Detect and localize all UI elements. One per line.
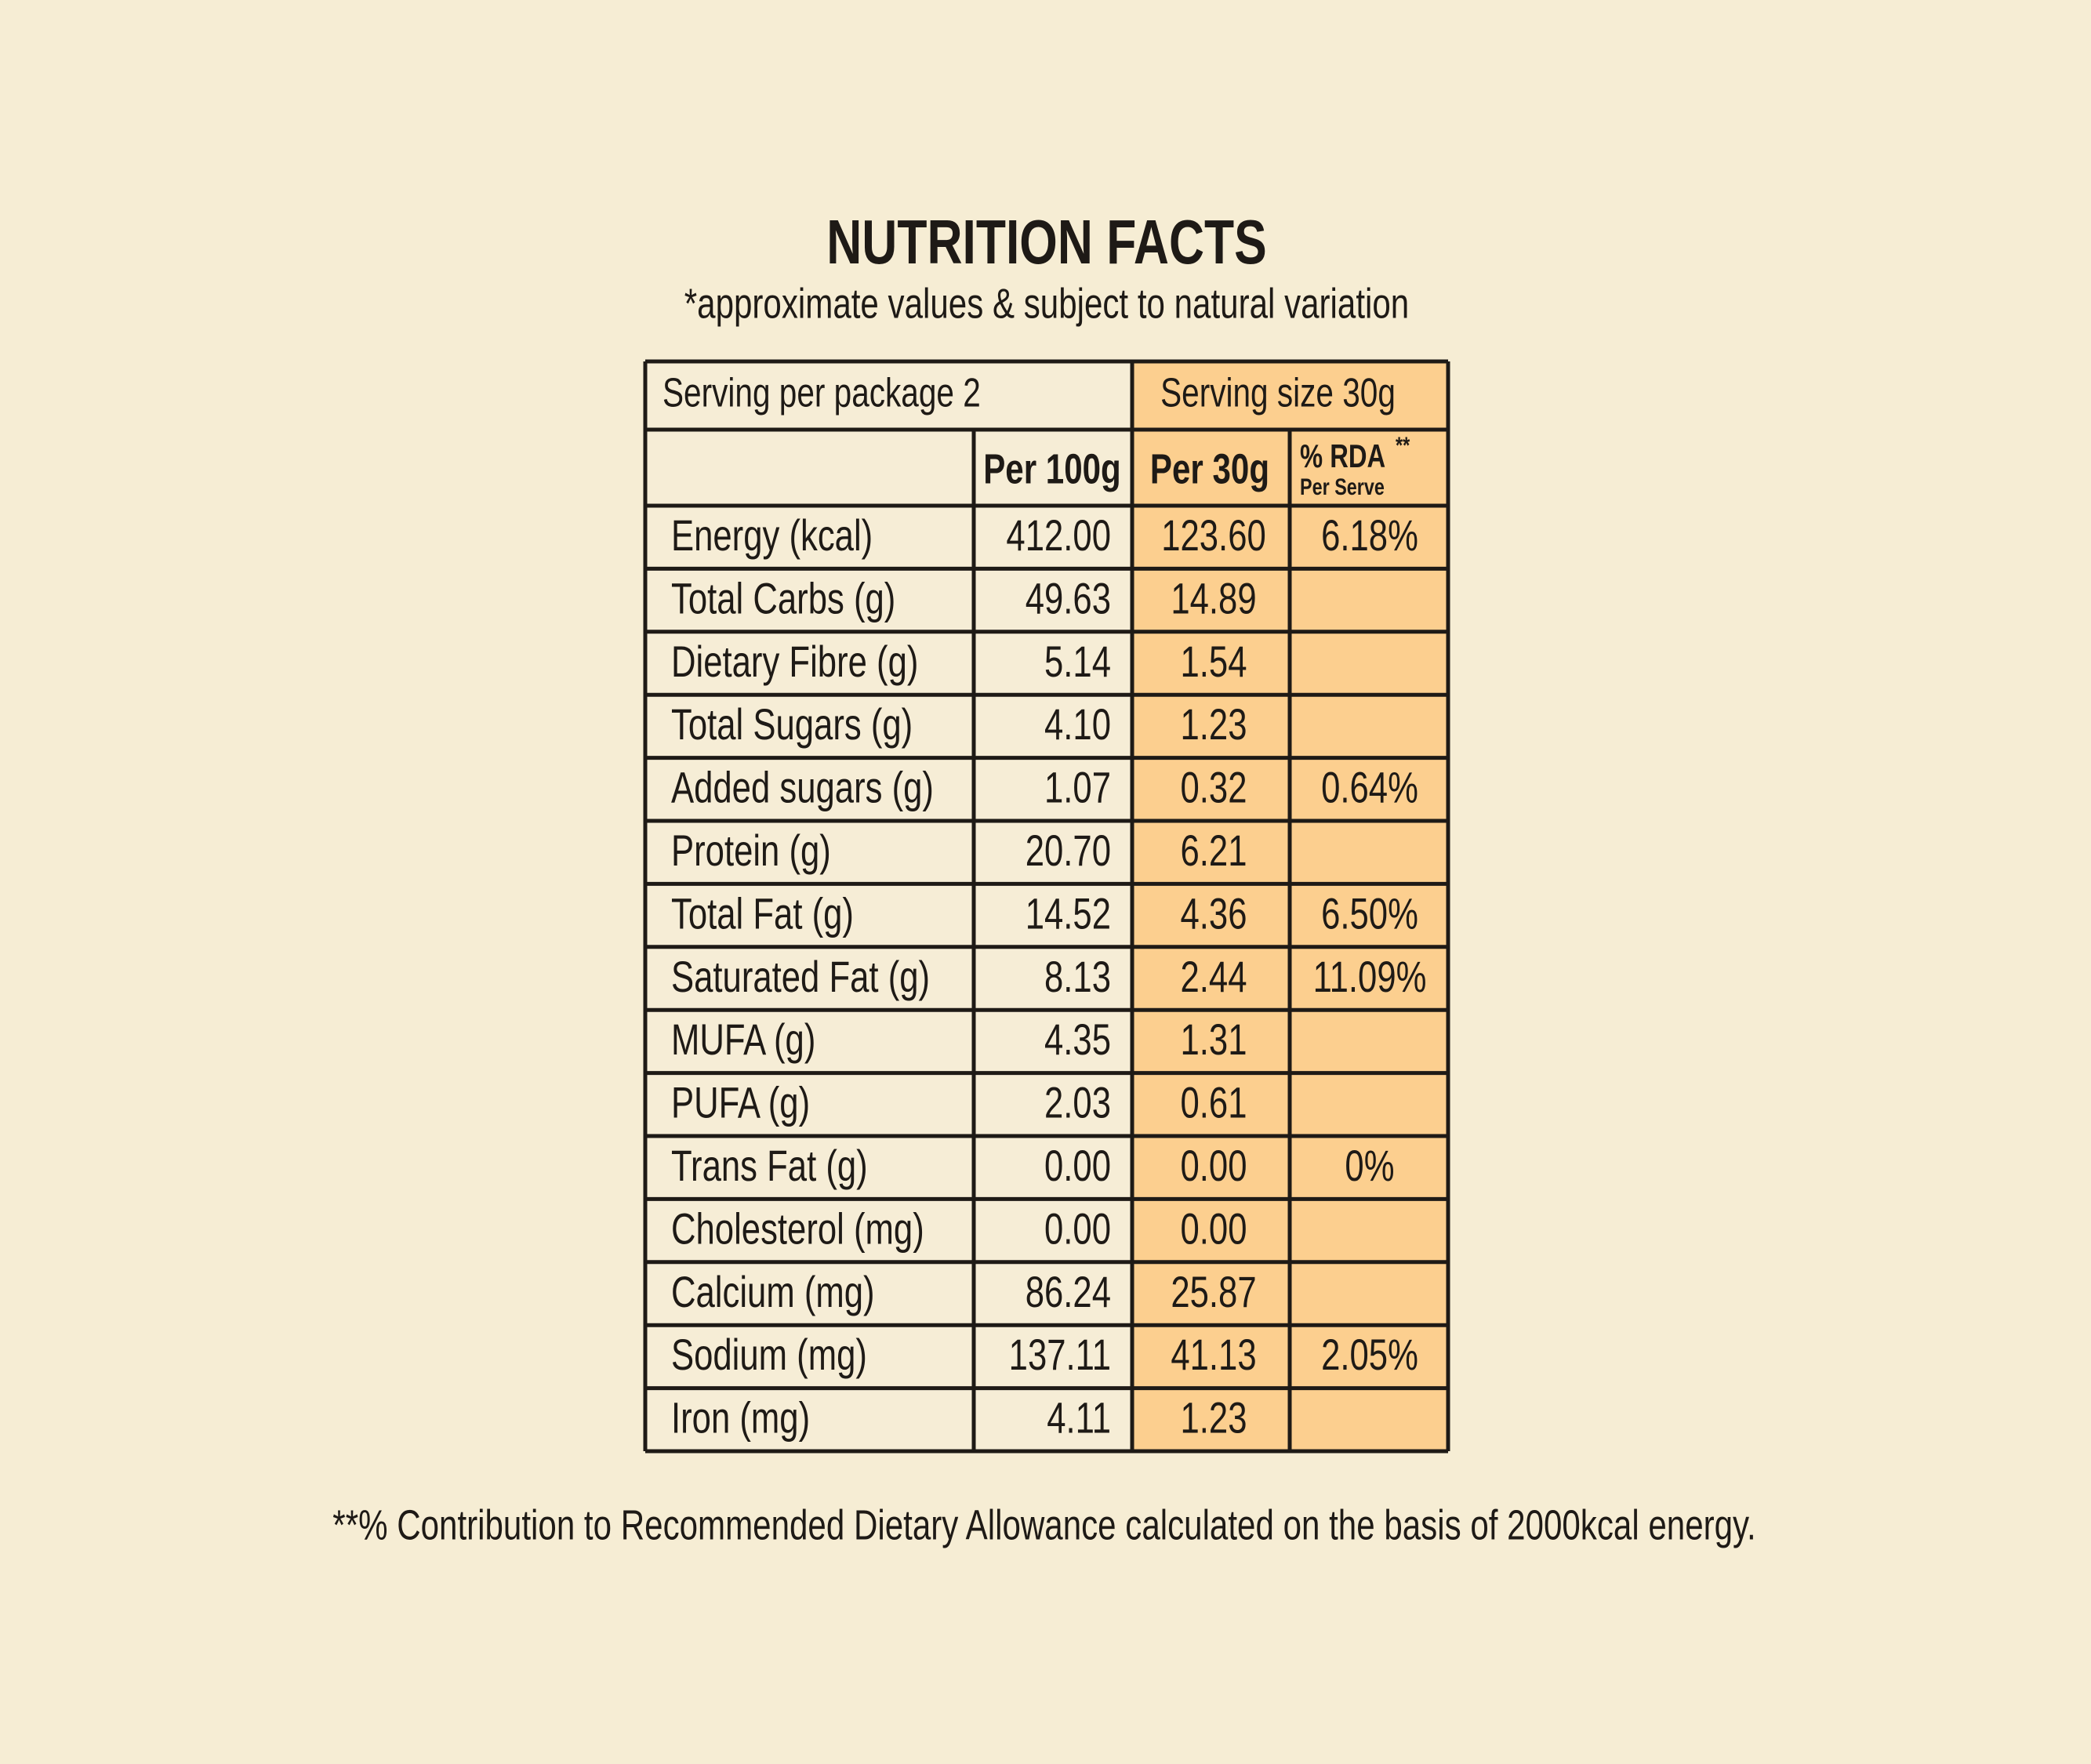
per-30g-value: 0.00 xyxy=(1181,1142,1247,1190)
rda-value: 0% xyxy=(1345,1142,1394,1190)
subtitle: *approximate values & subject to natural… xyxy=(684,280,1409,327)
rda-value: 6.18% xyxy=(1321,511,1418,560)
per-30g-value: 0.32 xyxy=(1181,763,1247,811)
serving-size: Serving size 30g xyxy=(1160,370,1396,416)
per-100g-value: 5.14 xyxy=(1044,637,1111,686)
per-30g-value: 4.36 xyxy=(1181,889,1247,938)
nutrient-name: Total Carbs (g) xyxy=(671,574,895,622)
column-header: Per 100g xyxy=(983,445,1121,492)
per-100g-value: 412.00 xyxy=(1006,511,1111,560)
nutrient-name: Iron (mg) xyxy=(671,1393,810,1442)
per-100g-value: 2.03 xyxy=(1044,1078,1111,1127)
per-100g-value: 20.70 xyxy=(1026,826,1111,875)
per-100g-value: 137.11 xyxy=(1009,1330,1111,1379)
nutrient-name: Total Sugars (g) xyxy=(671,700,913,749)
per-30g-value: 41.13 xyxy=(1171,1330,1256,1379)
per-30g-value: 1.54 xyxy=(1181,637,1247,686)
per-30g-value: 2.44 xyxy=(1181,953,1247,1001)
nutrient-name: Dietary Fibre (g) xyxy=(671,637,918,686)
per-100g-value: 4.11 xyxy=(1047,1393,1111,1442)
per-100g-value: 49.63 xyxy=(1026,574,1111,622)
nutrient-name: Calcium (mg) xyxy=(671,1268,875,1316)
per-100g-value: 4.10 xyxy=(1044,700,1111,749)
nutrient-name: Sodium (mg) xyxy=(671,1330,867,1379)
column-header-marker: ** xyxy=(1396,432,1410,458)
per-30g-value: 1.23 xyxy=(1181,1393,1247,1442)
footnote: **% Contribution to Recommended Dietary … xyxy=(332,1501,1755,1548)
rda-value: 2.05% xyxy=(1321,1330,1418,1379)
rda-value: 6.50% xyxy=(1321,889,1418,938)
rda-value: 0.64% xyxy=(1321,763,1418,811)
nutrient-name: Total Fat (g) xyxy=(671,889,854,938)
column-header: Per 30g xyxy=(1150,445,1269,492)
nutrient-name: Energy (kcal) xyxy=(671,511,873,560)
per-100g-value: 0.00 xyxy=(1044,1204,1111,1253)
column-header: % RDA xyxy=(1300,437,1385,474)
rda-value: 11.09% xyxy=(1313,953,1427,1001)
nutrient-name: Cholesterol (mg) xyxy=(671,1204,924,1253)
per-100g-value: 86.24 xyxy=(1026,1268,1111,1316)
title: NUTRITION FACTS xyxy=(826,208,1267,278)
per-30g-value: 6.21 xyxy=(1181,826,1247,875)
per-30g-value: 25.87 xyxy=(1171,1268,1256,1316)
nutrient-name: Saturated Fat (g) xyxy=(671,953,930,1001)
per-30g-value: 0.61 xyxy=(1181,1078,1247,1127)
per-100g-value: 4.35 xyxy=(1044,1015,1111,1064)
per-100g-value: 14.52 xyxy=(1026,889,1111,938)
nutrient-name: Protein (g) xyxy=(671,826,831,875)
nutrient-name: PUFA (g) xyxy=(671,1078,810,1127)
column-header-sub: Per Serve xyxy=(1300,474,1385,499)
per-100g-value: 0.00 xyxy=(1044,1142,1111,1190)
per-30g-value: 14.89 xyxy=(1171,574,1256,622)
base-column-fill xyxy=(645,361,1132,1451)
per-30g-value: 1.23 xyxy=(1181,700,1247,749)
serving-per-package: Serving per package 2 xyxy=(663,370,981,416)
per-100g-value: 1.07 xyxy=(1044,763,1111,811)
per-100g-value: 8.13 xyxy=(1044,953,1111,1001)
nutrient-name: Trans Fat (g) xyxy=(671,1142,868,1190)
per-30g-value: 0.00 xyxy=(1181,1204,1247,1253)
per-30g-value: 123.60 xyxy=(1161,511,1266,560)
nutrient-name: MUFA (g) xyxy=(671,1015,815,1064)
per-30g-value: 1.31 xyxy=(1181,1015,1247,1064)
nutrient-name: Added sugars (g) xyxy=(671,763,934,811)
